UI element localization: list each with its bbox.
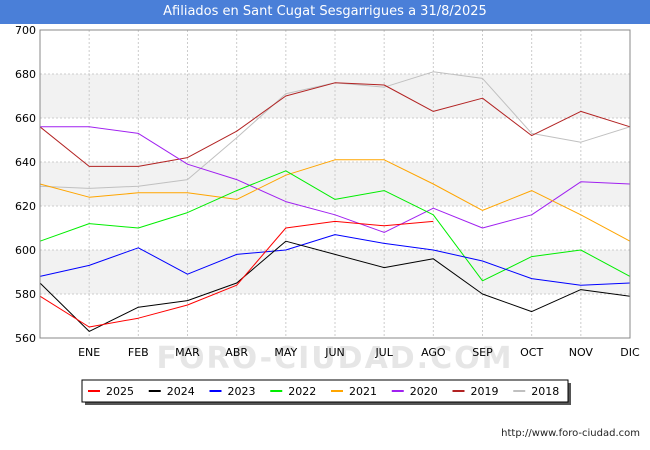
y-tick-label: 700 [15,24,36,37]
y-tick-label: 560 [15,332,36,345]
x-tick-label: SEP [472,346,493,359]
series-line-2025 [39,220,434,328]
x-tick-label: ABR [225,346,248,359]
series-line-2020 [40,126,631,233]
legend-label-2022: 2022 [288,385,316,398]
series-lines [39,71,631,332]
legend-label-2020: 2020 [410,385,438,398]
chart-title: Afiliados en Sant Cugat Sesgarrigues a 3… [0,0,650,24]
series-line-2022 [39,170,631,282]
legend-label-2018: 2018 [531,385,559,398]
x-tick-label: ENE [78,346,100,359]
x-axis-ticks: ENE FEB MAR ABR MAY JUN JUL AGO SEP OCT NOV DIC [78,346,640,359]
series-line-2019 [39,82,631,167]
watermark-text: FORO-CIUDAD.COM [157,341,514,376]
legend-label-2023: 2023 [228,385,256,398]
series-line-2024 [39,240,631,332]
y-tick-label: 600 [15,244,36,257]
y-axis-ticks: 560 580 600 620 640 660 680 700 [15,24,36,345]
plot-border [39,29,631,339]
x-tick-label: DIC [620,346,640,359]
footer-url: http://www.foro-ciudad.com [501,428,640,439]
x-tick-label: JUL [374,346,393,359]
y-tick-label: 580 [15,288,36,301]
x-tick-label: FEB [128,346,149,359]
legend-label-2019: 2019 [471,385,499,398]
legend-label-2021: 2021 [349,385,377,398]
x-tick-label: NOV [569,346,594,359]
y-tick-label: 680 [15,68,36,81]
y-tick-label: 620 [15,200,36,213]
x-tick-label: JUN [324,346,345,359]
series-line-2021 [39,159,631,242]
y-tick-label: 640 [15,156,36,169]
legend-box [81,379,569,403]
series-line-2023 [39,234,631,286]
legend-label-2025: 2025 [106,385,134,398]
y-tick-label: 660 [15,112,36,125]
x-tick-label: OCT [520,346,543,359]
x-tick-label: AGO [421,346,446,359]
legend: 2025 2024 2023 2022 2021 2020 2019 2018 [81,379,571,405]
legend-label-2024: 2024 [167,385,195,398]
x-tick-label: MAR [175,346,200,359]
x-tick-label: MAY [274,346,297,359]
